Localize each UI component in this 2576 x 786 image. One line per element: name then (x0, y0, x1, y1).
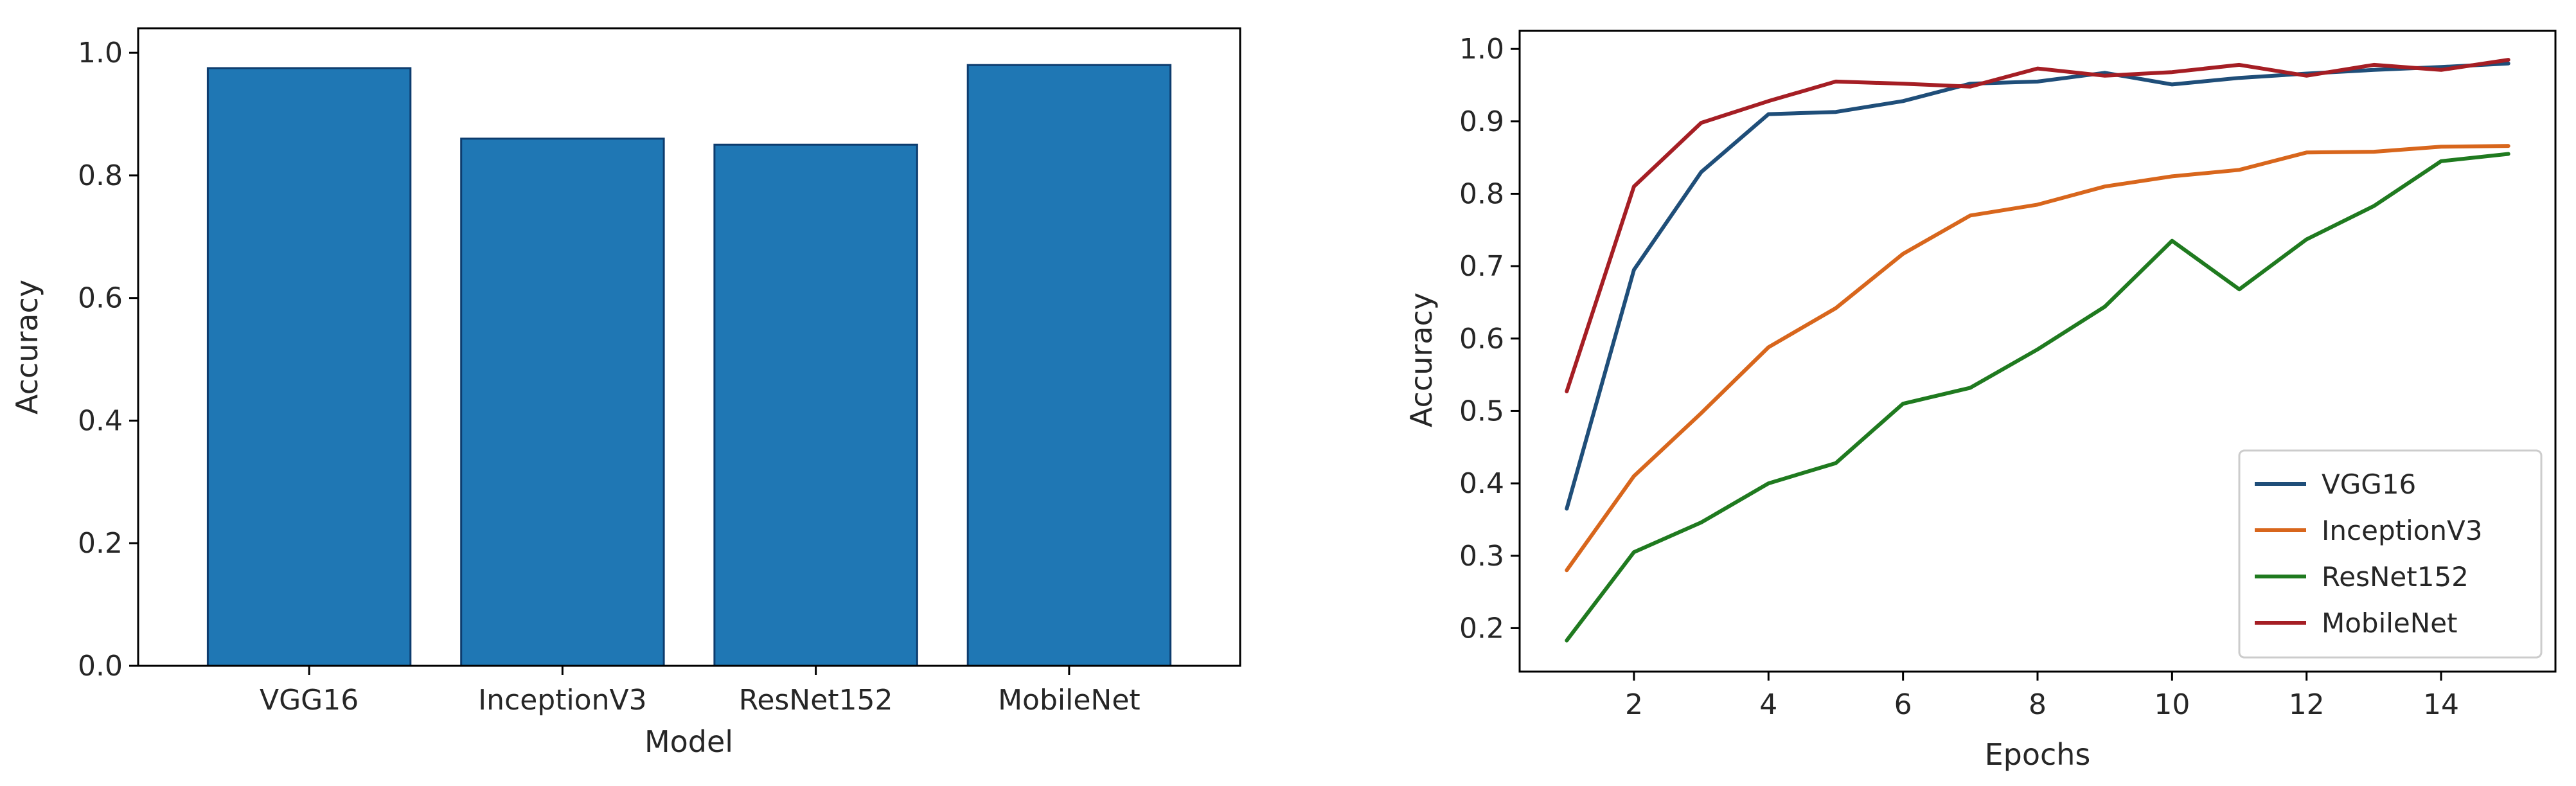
series-line-vgg16 (1565, 61, 2510, 511)
bar (460, 138, 665, 667)
y-ticks: 0.2 0.3 0.4 0.5 0.6 0.7 0.8 0.9 1.0 (1459, 33, 1520, 645)
y-tick-label: 0.2 (78, 527, 123, 560)
y-tick-label: 0.2 (1459, 612, 1504, 645)
bar (713, 143, 918, 667)
y-tick-label: 0.8 (1459, 177, 1504, 210)
x-tick-label: 14 (2423, 688, 2459, 721)
bar-chart-y-axis-label: Accuracy (10, 280, 44, 415)
legend-label: MobileNet (2322, 607, 2458, 639)
y-tick-label: 0.3 (1459, 540, 1504, 573)
bar (966, 64, 1172, 667)
bar-group (206, 64, 1172, 667)
y-tick-label: 0.6 (1459, 323, 1504, 355)
bar-chart-model-accuracy: VGG16 InceptionV3 ResNet152 MobileNet 0.00.… (10, 27, 1241, 759)
x-tick-label: MobileNet (998, 684, 1141, 717)
y-tick-label: 0.4 (78, 404, 123, 437)
legend-label: InceptionV3 (2322, 515, 2483, 546)
legend: VGG16 InceptionV3 ResNet152 MobileNet (2238, 449, 2543, 659)
x-tick-label: 12 (2289, 688, 2325, 721)
x-tick-label: VGG16 (260, 684, 359, 717)
line-chart-epoch-accuracy: 2 4 6 8 10 12 14 0.2 0.3 0.4 0.5 0.6 0.7 0.8 0.9 1.0 E… (1404, 30, 2557, 772)
series-line-inceptionv3 (1565, 144, 2510, 573)
y-tick-label: 0.6 (78, 282, 123, 315)
x-tick-label: 4 (1759, 688, 1777, 721)
legend-label: ResNet152 (2322, 561, 2469, 593)
bar-chart-frame (137, 27, 1241, 667)
series-lines (1565, 58, 2510, 643)
y-tick-label: 0.8 (78, 159, 123, 192)
x-tick-label: 6 (1894, 688, 1912, 721)
legend-box (2238, 449, 2543, 659)
x-tick-label: 8 (2029, 688, 2047, 721)
y-tick-label: 0.5 (1459, 395, 1504, 427)
series-line-resnet152 (1565, 152, 2510, 643)
line-chart-x-axis-label: Epochs (1985, 737, 2091, 772)
x-tick-label: 2 (1625, 688, 1643, 721)
y-tick-label: 1.0 (78, 37, 123, 69)
bar (206, 67, 412, 667)
y-tick-label: 0.9 (1459, 105, 1504, 138)
series-line-mobilenet (1565, 58, 2510, 393)
y-tick-label: 0.4 (1459, 467, 1504, 500)
y-tick-label: 0.7 (1459, 250, 1504, 283)
bar-chart-x-axis-label: Model (644, 724, 733, 759)
legend-label: VGG16 (2322, 469, 2416, 500)
x-tick-label: InceptionV3 (478, 684, 646, 717)
y-tick-label: 0.0 (78, 650, 123, 683)
x-tick-label: ResNet152 (739, 684, 893, 717)
y-tick-label: 1.0 (1459, 33, 1504, 66)
line-chart-y-axis-label: Accuracy (1404, 292, 1439, 427)
x-tick-label: 10 (2154, 688, 2190, 721)
x-ticks: 2 4 6 8 10 12 14 (1625, 672, 2459, 721)
y-ticks: 0.0 0.2 0.4 0.6 0.8 1.0 (78, 37, 138, 683)
x-ticks: VGG16 InceptionV3 ResNet152 MobileNet (260, 666, 1141, 717)
